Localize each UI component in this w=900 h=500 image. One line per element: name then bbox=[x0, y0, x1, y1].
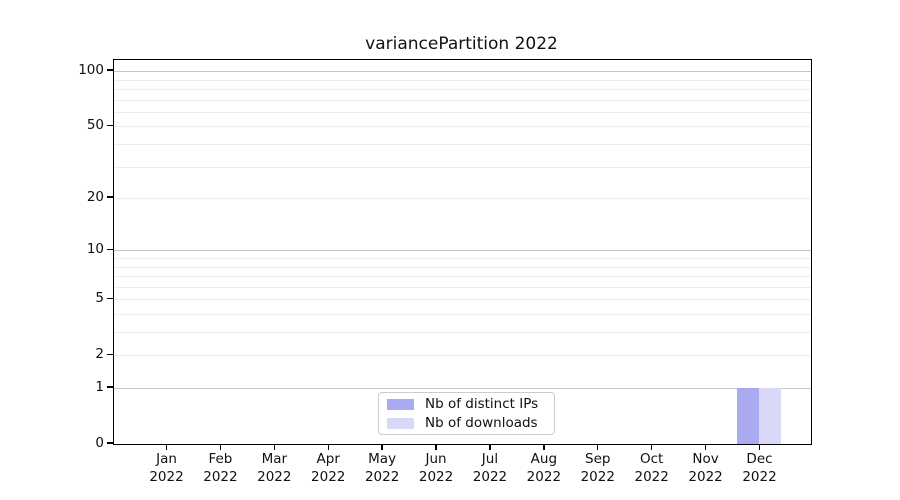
y-axis-tick bbox=[107, 248, 113, 250]
y-axis-tick-label: 20 bbox=[86, 189, 104, 206]
x-axis-tick-label: Aug 2022 bbox=[527, 450, 561, 486]
gridline-minor bbox=[114, 355, 811, 357]
y-axis-tick bbox=[107, 386, 113, 388]
x-axis-tick-label: Oct 2022 bbox=[634, 450, 668, 486]
gridline-minor bbox=[114, 166, 811, 168]
y-axis-tick bbox=[107, 69, 113, 71]
x-axis-tick bbox=[273, 444, 275, 450]
x-axis-tick bbox=[435, 444, 437, 450]
gridline-minor bbox=[114, 313, 811, 315]
x-axis-tick-label: Apr 2022 bbox=[311, 450, 345, 486]
year-label: 2022 bbox=[257, 469, 292, 485]
month-label: Feb bbox=[208, 451, 233, 467]
y-axis-tick-label: 10 bbox=[86, 241, 104, 258]
year-label: 2022 bbox=[742, 469, 777, 485]
x-axis-tick-label: Sep 2022 bbox=[581, 450, 615, 486]
year-label: 2022 bbox=[634, 469, 669, 485]
legend-swatch-downloads-icon bbox=[387, 417, 414, 429]
month-label: Jul bbox=[481, 451, 499, 467]
y-axis-tick bbox=[107, 353, 113, 355]
y-axis-tick-label: 0 bbox=[95, 435, 104, 451]
bar-downloads bbox=[759, 388, 781, 444]
gridline-minor bbox=[114, 286, 811, 288]
year-label: 2022 bbox=[311, 469, 346, 485]
gridline-minor bbox=[114, 89, 811, 90]
y-axis-tick-label: 2 bbox=[95, 346, 104, 363]
year-label: 2022 bbox=[418, 469, 454, 485]
gridline-minor bbox=[114, 276, 811, 278]
chart-title: variancePartition 2022 bbox=[365, 34, 558, 54]
x-axis-tick bbox=[650, 444, 653, 450]
x-axis-tick bbox=[327, 444, 329, 450]
x-axis-tick bbox=[381, 444, 383, 450]
gridline-minor bbox=[114, 266, 811, 268]
x-axis-tick bbox=[758, 444, 761, 450]
year-label: 2022 bbox=[526, 469, 562, 485]
x-axis-tick bbox=[219, 444, 222, 450]
x-axis-tick bbox=[597, 444, 599, 450]
legend-label-downloads: Nb of downloads bbox=[425, 415, 538, 431]
legend-item-distinct-ips: Nb of distinct IPs bbox=[379, 396, 554, 412]
year-label: 2022 bbox=[149, 469, 184, 485]
x-axis-tick-label: Jul 2022 bbox=[473, 450, 507, 486]
gridline-minor bbox=[114, 99, 811, 101]
y-axis-tick bbox=[107, 196, 113, 198]
month-label: Oct bbox=[639, 451, 664, 467]
y-axis-tick-label: 1 bbox=[95, 379, 104, 395]
plot-area bbox=[113, 59, 812, 445]
month-label: Mar bbox=[261, 451, 288, 467]
x-axis-tick bbox=[489, 444, 491, 450]
gridline-minor bbox=[114, 332, 811, 333]
year-label: 2022 bbox=[580, 469, 615, 485]
gridline-major bbox=[114, 388, 811, 389]
year-label: 2022 bbox=[203, 469, 238, 485]
y-axis-tick bbox=[107, 297, 113, 299]
month-label: Aug bbox=[530, 451, 558, 467]
y-axis-tick-label: 100 bbox=[78, 62, 104, 79]
month-label: Nov bbox=[692, 451, 719, 467]
bar-distinct-ips bbox=[737, 388, 759, 444]
month-label: Jan bbox=[156, 451, 177, 467]
x-axis-tick-label: Feb 2022 bbox=[203, 450, 237, 486]
y-axis-tick bbox=[107, 442, 113, 444]
y-axis-tick-label: 5 bbox=[95, 290, 104, 307]
x-axis-tick-label: Nov 2022 bbox=[688, 450, 722, 486]
month-label: Sep bbox=[585, 451, 611, 467]
gridline-minor bbox=[114, 111, 811, 113]
x-axis-tick-label: May 2022 bbox=[365, 450, 399, 486]
gridline-minor bbox=[114, 257, 811, 259]
gridline-major bbox=[114, 250, 811, 252]
gridline-minor bbox=[114, 79, 811, 81]
month-label: Dec bbox=[746, 451, 773, 467]
year-label: 2022 bbox=[472, 469, 508, 485]
legend-label-distinct-ips: Nb of distinct IPs bbox=[425, 396, 539, 412]
x-axis-tick bbox=[704, 444, 707, 450]
month-label: May bbox=[368, 451, 397, 467]
legend: Nb of distinct IPs Nb of downloads bbox=[378, 392, 555, 435]
x-axis-tick bbox=[543, 444, 545, 450]
gridline-minor bbox=[114, 126, 811, 128]
gridline-minor bbox=[114, 299, 811, 301]
y-axis-tick bbox=[107, 124, 113, 127]
x-axis-tick bbox=[165, 444, 168, 450]
x-axis-tick-label: Jan 2022 bbox=[149, 450, 183, 486]
month-label: Jun bbox=[425, 451, 447, 467]
year-label: 2022 bbox=[688, 469, 723, 485]
x-axis-tick-label: Dec 2022 bbox=[742, 450, 776, 486]
x-axis-tick-label: Mar 2022 bbox=[257, 450, 291, 486]
x-axis-tick-label: Jun 2022 bbox=[419, 450, 453, 486]
legend-swatch-distinct-ips-icon bbox=[387, 398, 414, 410]
gridline-major bbox=[114, 71, 811, 73]
gridline-minor bbox=[114, 144, 811, 145]
month-label: Apr bbox=[316, 451, 340, 467]
gridline-minor bbox=[114, 198, 811, 200]
legend-item-downloads: Nb of downloads bbox=[379, 415, 554, 431]
year-label: 2022 bbox=[364, 469, 400, 485]
y-axis-tick-label: 50 bbox=[86, 117, 104, 134]
